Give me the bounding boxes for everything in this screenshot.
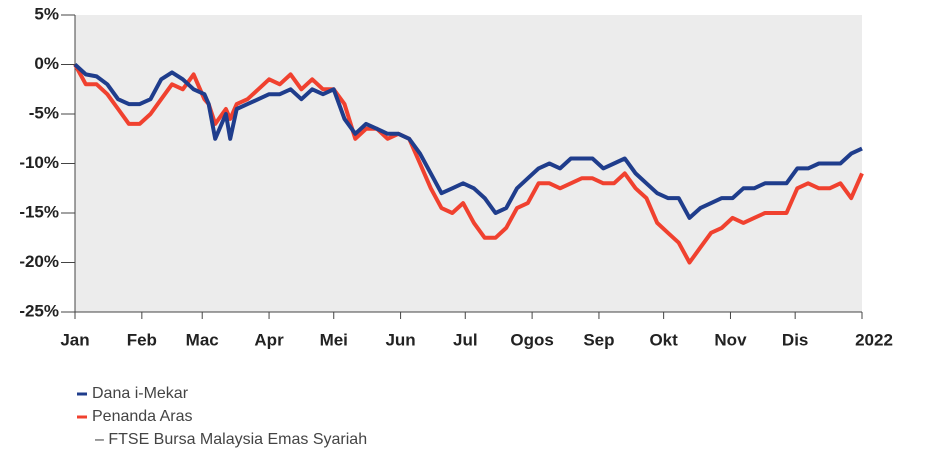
x-tick-label: Nov [714,330,747,349]
legend-label: Dana i-Mekar [92,385,189,402]
y-tick-label: -15% [19,202,59,221]
legend-label: Penanda Aras [92,408,193,425]
x-tick-label: Jun [385,330,415,349]
series-line [73,63,863,220]
y-tick-label: -25% [19,301,59,320]
x-tick-label: Ogos [510,330,553,349]
x-tick-label: Dis [782,330,808,349]
year-label: 2022 [855,330,893,349]
y-tick-label: -20% [19,252,59,271]
y-tick-label: 5% [34,4,59,23]
legend-note: – FTSE Bursa Malaysia Emas Syariah [95,431,367,448]
plot-area [75,15,862,312]
y-tick-label: -10% [19,153,59,172]
x-tick-label: Jul [453,330,478,349]
y-tick-label: -5% [29,103,59,122]
x-tick-label: Mei [320,330,348,349]
x-tick-label: Sep [583,330,614,349]
x-tick-label: Feb [127,330,157,349]
x-tick-label: Okt [649,330,678,349]
y-tick-label: 0% [34,54,59,73]
x-tick-label: Apr [254,330,284,349]
x-tick-label: Jan [60,330,89,349]
x-tick-label: Mac [186,330,219,349]
